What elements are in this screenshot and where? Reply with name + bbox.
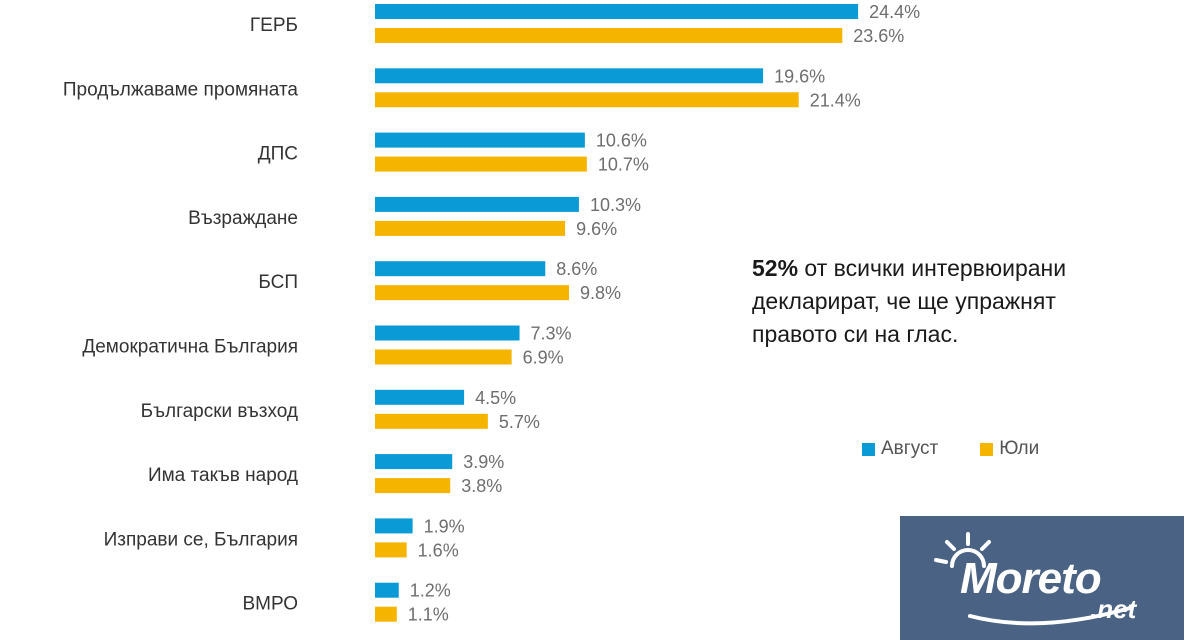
- bar-august: [375, 454, 453, 470]
- legend-swatch-august: [862, 442, 875, 456]
- bar-july: [375, 220, 566, 236]
- legend: Август Юли: [862, 438, 1039, 460]
- value-label: 7.3%: [531, 324, 572, 344]
- value-label: 5.7%: [499, 412, 540, 432]
- value-label: 9.6%: [576, 219, 617, 239]
- logo-subtext: .net: [1090, 594, 1137, 624]
- value-label: 1.2%: [410, 581, 451, 601]
- value-label: 24.4%: [869, 2, 920, 22]
- category-label: Демократична България: [82, 337, 298, 358]
- bar-july: [375, 92, 799, 108]
- bar-july: [375, 478, 451, 494]
- value-label: 19.6%: [774, 66, 825, 86]
- value-label: 3.8%: [461, 476, 502, 496]
- value-label: 10.6%: [596, 131, 647, 151]
- value-label: 21.4%: [810, 90, 861, 110]
- bar-july: [375, 28, 843, 43]
- category-label: ГЕРБ: [250, 15, 298, 36]
- bar-august: [375, 132, 585, 148]
- bar-july: [375, 349, 512, 365]
- category-label: ДПС: [258, 144, 298, 165]
- bar-august: [375, 68, 764, 84]
- value-label: 1.1%: [408, 605, 449, 625]
- value-label: 23.6%: [853, 26, 904, 46]
- value-label: 1.6%: [418, 540, 459, 560]
- category-label: Изправи се, България: [104, 529, 298, 550]
- category-label: Има такъв народ: [148, 465, 298, 486]
- bar-august: [375, 4, 859, 19]
- bar-july: [375, 606, 397, 622]
- bar-august: [375, 518, 413, 534]
- category-label: ВМРО: [242, 594, 298, 615]
- turnout-note: 52% от всички интервюирани декларират, ч…: [752, 252, 1132, 351]
- value-label: 8.6%: [556, 259, 597, 279]
- bar-august: [375, 196, 579, 212]
- value-label: 6.9%: [523, 348, 564, 368]
- bar-july: [375, 413, 488, 429]
- category-label: БСП: [258, 272, 298, 293]
- value-label: 10.7%: [598, 155, 649, 175]
- value-label: 1.9%: [424, 516, 465, 536]
- category-label: Български възход: [141, 401, 298, 422]
- category-label: Продължаваме промяната: [63, 79, 299, 100]
- note-text: от всички интервюирани декларират, че ще…: [752, 255, 1067, 347]
- legend-label-july: Юли: [999, 438, 1040, 459]
- category-label: Възраждане: [188, 208, 298, 229]
- logo-text: Moreto: [960, 554, 1102, 603]
- legend-item-august: Август: [862, 438, 938, 460]
- value-label: 9.8%: [580, 283, 621, 303]
- legend-label-august: Август: [881, 438, 939, 459]
- legend-swatch-july: [980, 442, 994, 456]
- value-label: 4.5%: [475, 388, 516, 408]
- moreto-logo: Moreto .net: [900, 516, 1184, 640]
- bar-august: [375, 389, 465, 405]
- sun-icon: [934, 532, 1132, 626]
- value-label: 10.3%: [590, 195, 641, 215]
- bar-august: [375, 261, 546, 277]
- bar-july: [375, 285, 570, 301]
- note-highlight: 52%: [752, 255, 799, 281]
- bar-july: [375, 156, 587, 172]
- value-label: 3.9%: [463, 452, 504, 472]
- bar-august: [375, 582, 399, 598]
- legend-item-july: Юли: [980, 438, 1039, 460]
- bar-august: [375, 325, 520, 341]
- bar-july: [375, 542, 407, 558]
